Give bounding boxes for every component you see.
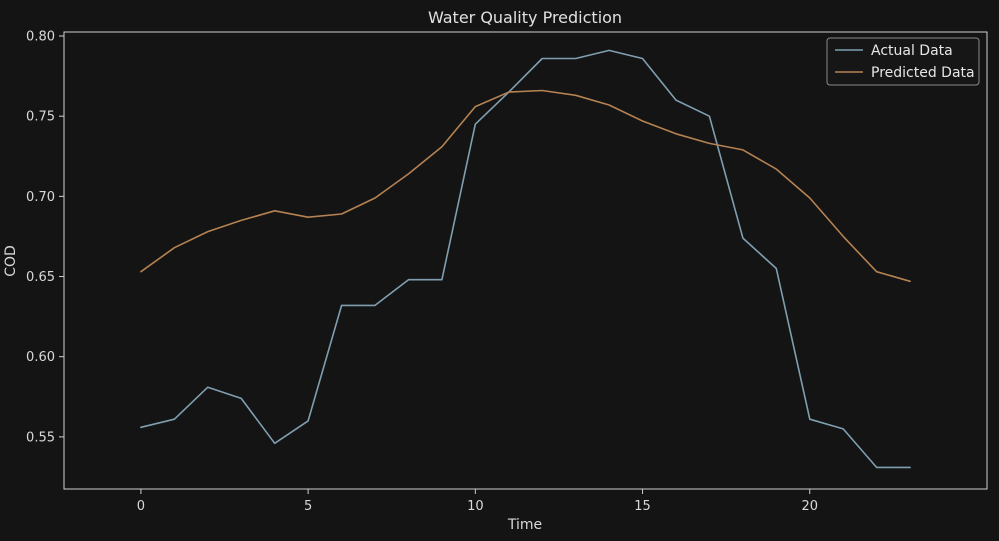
y-tick-label: 0.60 <box>26 350 55 365</box>
y-axis-label: COD <box>3 245 19 277</box>
legend: Actual Data Predicted Data <box>826 37 980 86</box>
y-axis: 0.55 0.60 0.65 0.70 0.75 0.80 <box>26 30 64 445</box>
legend-label-actual: Actual Data <box>871 43 953 59</box>
series-line-predicted <box>140 89 911 283</box>
y-tick-label: 0.65 <box>26 270 55 285</box>
x-tick-label: 15 <box>634 499 651 514</box>
x-axis: 0 5 10 15 20 <box>137 489 818 514</box>
x-tick-label: 0 <box>137 499 145 514</box>
series-lines <box>140 49 911 469</box>
plot-area <box>63 31 988 490</box>
series-line-actual <box>140 49 911 469</box>
x-tick-label: 5 <box>304 499 312 514</box>
chart-title: Water Quality Prediction <box>428 8 622 27</box>
legend-box <box>826 37 980 86</box>
y-tick-label: 0.55 <box>26 430 55 445</box>
y-tick-label: 0.80 <box>26 30 55 45</box>
x-tick-label: 10 <box>467 499 484 514</box>
y-tick-label: 0.75 <box>26 110 55 125</box>
x-tick-label: 20 <box>801 499 818 514</box>
x-axis-label: Time <box>507 517 542 533</box>
y-tick-label: 0.70 <box>26 190 55 205</box>
legend-label-predicted: Predicted Data <box>871 65 975 81</box>
